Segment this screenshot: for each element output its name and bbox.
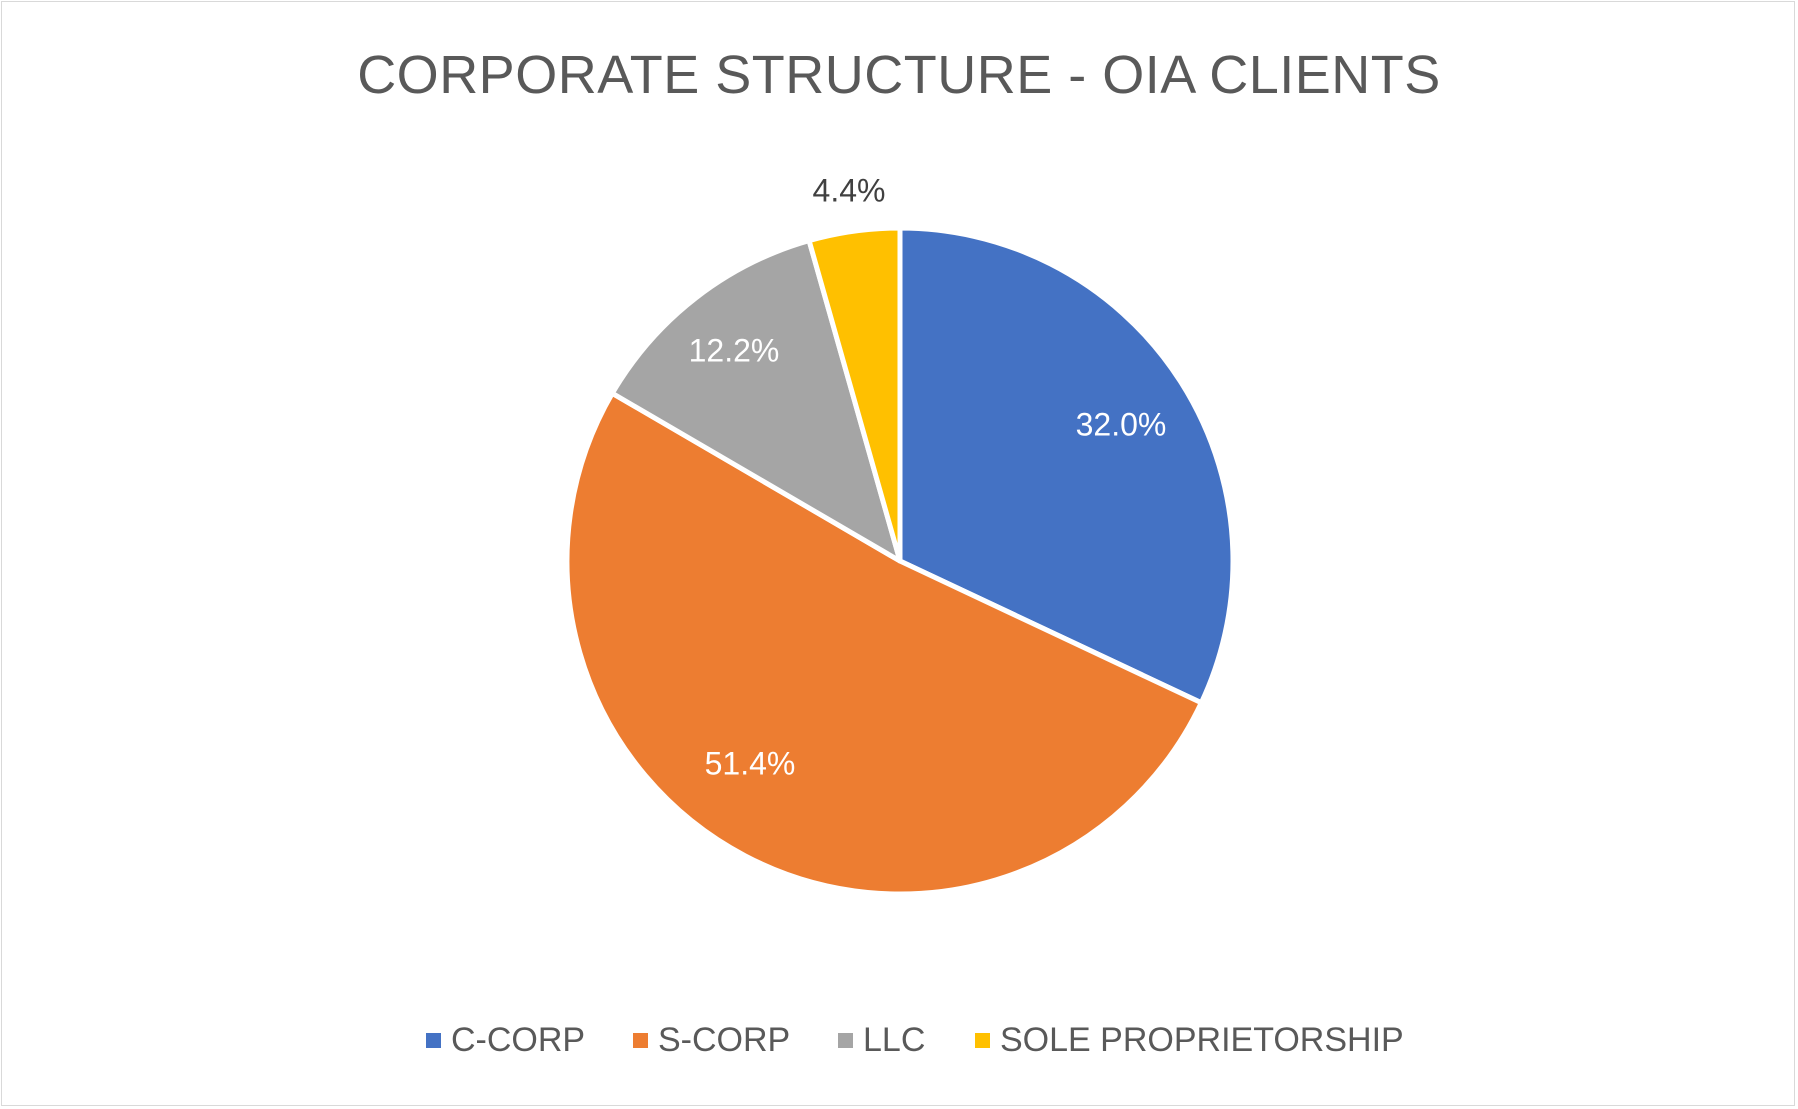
- data-label: 4.4%: [813, 172, 886, 208]
- legend-label: SOLE PROPRIETORSHIP: [1000, 1020, 1404, 1059]
- legend-item: LLC: [838, 1020, 925, 1060]
- legend-label: S-CORP: [658, 1020, 791, 1059]
- legend-swatch: [633, 1032, 648, 1048]
- legend-item: SOLE PROPRIETORSHIP: [975, 1020, 1404, 1060]
- legend-swatch: [426, 1032, 441, 1048]
- data-label: 51.4%: [705, 745, 796, 781]
- chart-title: CORPORATE STRUCTURE - OIA CLIENTS: [357, 45, 1441, 105]
- pie-slice-llc: [609, 238, 903, 564]
- legend-swatch: [975, 1032, 990, 1048]
- legend-item: S-CORP: [633, 1020, 790, 1060]
- pie-slice-s-corp: [564, 390, 1204, 897]
- pie-slice-sole-proprietorship: [806, 225, 903, 564]
- legend-swatch: [838, 1032, 853, 1048]
- legend-label: C-CORP: [451, 1020, 586, 1059]
- data-label: 32.0%: [1076, 406, 1167, 442]
- pie-slice-c-corp: [897, 225, 1236, 706]
- data-label: 12.2%: [689, 332, 780, 368]
- legend-label: LLC: [863, 1020, 926, 1059]
- legend-item: C-CORP: [426, 1020, 585, 1060]
